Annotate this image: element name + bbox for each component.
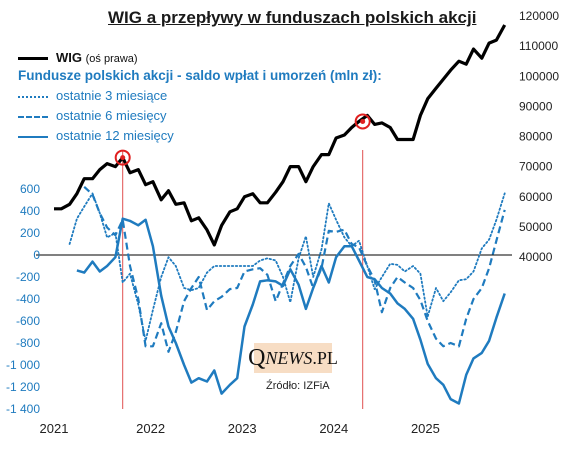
series-line-ostatnie-12-miesi-cy <box>76 217 506 405</box>
legend-wig-swatch <box>18 57 48 61</box>
y-right-tick-label: 120000 <box>519 9 559 23</box>
x-tick-label: 2021 <box>40 421 69 436</box>
y-left-tick-label: -800 <box>16 336 40 350</box>
legend-3m-swatch <box>18 95 48 98</box>
series-line-wig <box>54 24 507 247</box>
legend-wig-label: WIG <box>56 50 82 65</box>
source-note: Źródło: IZFiA <box>266 380 330 392</box>
y-left-tick-label: 200 <box>20 226 40 240</box>
peak-markers <box>114 113 371 166</box>
legend-wig-note: (oś prawa) <box>85 53 138 65</box>
series-lines <box>54 24 507 405</box>
y-right-tick-label: 50000 <box>519 220 553 234</box>
qnews-logo: Q NEWS .PL <box>248 343 338 373</box>
peak-marker-dot <box>120 155 126 161</box>
legend-6m-swatch <box>18 115 48 118</box>
y-right-tick-label: 110000 <box>519 39 558 53</box>
legend-6m-label: ostatnie 6 miesięcy <box>56 108 167 123</box>
x-tick-label: 2025 <box>411 421 440 436</box>
legend-funds-title: Fundusze polskich akcji - saldo wpłat i … <box>18 68 382 83</box>
x-tick-label: 2022 <box>136 421 165 436</box>
logo-news: NEWS <box>265 347 313 368</box>
peak-marker-circle <box>354 113 371 130</box>
legend-3m-label: ostatnie 3 miesiące <box>56 88 168 103</box>
y-right-tick-label: 70000 <box>519 160 553 174</box>
y-left-tick-label: -200 <box>16 270 40 284</box>
x-tick-label: 2023 <box>228 421 257 436</box>
y-right-tick-label: 90000 <box>519 99 553 113</box>
series-line-ostatnie-6-miesi-cy <box>83 185 506 353</box>
legend-6m: ostatnie 6 miesięcy <box>18 108 167 123</box>
peak-marker-circle <box>114 149 131 166</box>
y-right-tick-label: 60000 <box>519 190 553 204</box>
vertical-markers <box>122 150 364 409</box>
chart-title: WIG a przepływy w funduszach polskich ak… <box>108 8 477 27</box>
y-right-tick-label: 80000 <box>519 130 553 144</box>
series-line-ostatnie-3-miesi-ce <box>68 192 506 342</box>
y-right-tick-label: 100000 <box>519 69 559 83</box>
x-tick-label: 2024 <box>319 421 348 436</box>
y-right-tick-label: 40000 <box>519 250 553 264</box>
legend-12m-label: ostatnie 12 miesięcy <box>56 128 174 143</box>
y-left-tick-label: 400 <box>20 204 40 218</box>
y-left-tick-label: -600 <box>16 314 40 328</box>
y-left-tick-label: -1 200 <box>6 380 40 394</box>
logo-pl: .PL <box>312 347 338 368</box>
peak-marker-dot <box>360 118 366 124</box>
legend-wig: WIG (oś prawa) <box>18 50 138 65</box>
y-left-tick-label: -400 <box>16 292 40 306</box>
legend-12m-swatch <box>18 135 48 138</box>
legend-3m: ostatnie 3 miesiące <box>18 88 167 103</box>
y-left-tick-label: -1 400 <box>6 402 40 416</box>
axes: 600 400 200 0 -200 -400 -600 -800 -1 000 -1 200 -1… <box>6 9 559 436</box>
logo-q: Q <box>248 344 266 371</box>
y-left-tick-label: -1 000 <box>6 358 40 372</box>
legend-12m: ostatnie 12 miesięcy <box>18 128 174 143</box>
y-left-tick-label: 600 <box>20 182 40 196</box>
y-left-tick-label: 0 <box>33 248 40 262</box>
